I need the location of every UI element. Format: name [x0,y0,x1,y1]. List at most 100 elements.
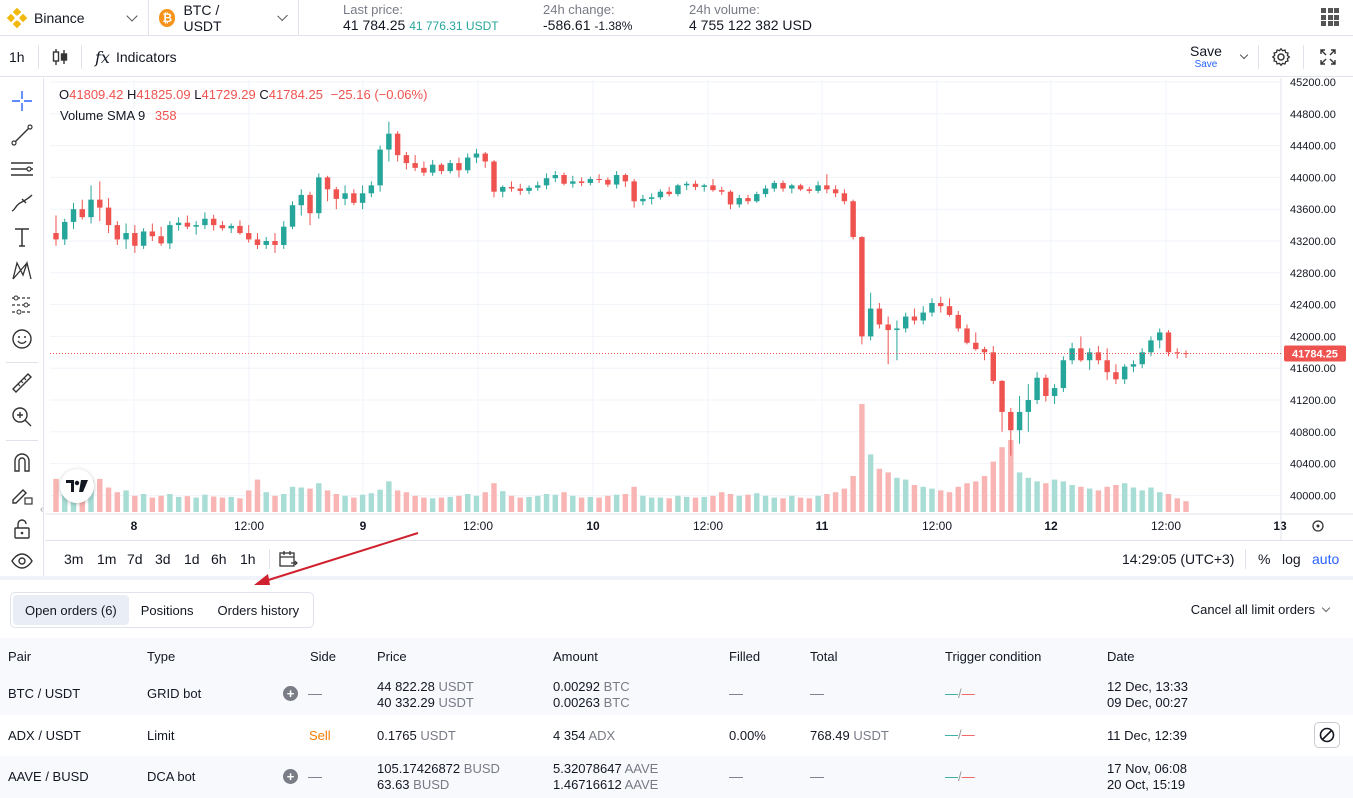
candle-body [754,194,760,202]
timeframe-1m[interactable]: 1m [97,551,117,567]
volume-bar [386,481,392,512]
save-menu-button[interactable] [1239,37,1249,77]
order-amount-1: 4 354 ADX [553,728,615,744]
volume-bar [210,496,217,512]
timeframe-3d[interactable]: 3d [155,551,171,567]
volume-bar [815,495,821,512]
candle-body [53,233,59,240]
volume-bar [1016,472,1023,512]
cancel-order-button[interactable] [1314,722,1340,748]
candle-body [508,186,515,189]
amount-value: 0.00292 [553,679,600,694]
table-row[interactable]: BTC / USDT GRID bot + — 44 822.28 USDT 4… [0,674,1353,715]
expand-plus-icon[interactable]: + [283,686,298,701]
save-button[interactable]: Save Save [1190,37,1222,77]
volume-bar [1174,498,1180,512]
prediction-tool[interactable] [9,292,35,318]
timeframe-1h[interactable]: 1h [240,551,256,567]
time-axis-label: 8 [131,519,138,533]
price-chart[interactable]: 45200.00 44800.00 44400.00 44000.00 43600.00… [45,78,1353,540]
crosshair-tool[interactable] [9,88,35,114]
cancel-all-limit-orders-button[interactable]: Cancel all limit orders [1191,602,1331,617]
orders-tabs: Open orders (6) Positions Orders history [10,592,315,628]
candle-body [1086,352,1093,361]
volume-bar [885,472,891,512]
pattern-tool[interactable] [9,258,35,284]
chart-type-button[interactable] [50,37,70,77]
candle-body [342,193,348,199]
tab-open-orders[interactable]: Open orders (6) [13,595,129,625]
hide-drawings-tool[interactable] [9,550,35,572]
tradingview-logo[interactable] [60,469,94,503]
date-range-icon[interactable] [278,549,298,569]
auto-scale-toggle[interactable]: auto [1312,551,1340,567]
brush-tool[interactable] [9,190,35,216]
order-price-2: 40 332.29 USDT [377,695,474,711]
settings-button[interactable] [1271,37,1291,77]
measure-tool[interactable] [9,370,35,396]
candle-body [228,225,234,229]
amount-value: 4 354 [553,728,586,743]
percent-scale-toggle[interactable]: % [1258,551,1271,567]
candle-body [386,133,392,150]
change-stat: 24h change: -586.61 -1.38% [543,2,632,35]
indicators-button[interactable]: 𝑓x Indicators [95,37,177,77]
stay-drawing-tool[interactable] [9,482,35,508]
open-key: O [59,87,70,102]
tab-positions[interactable]: Positions [140,602,194,618]
panel-divider[interactable] [0,576,1353,580]
col-total: Total [810,649,838,664]
exchange-selector[interactable]: Binance [0,0,149,36]
interval-button[interactable]: 1h [9,37,25,77]
expand-plus-icon[interactable]: + [283,769,298,784]
candle-body [683,183,690,186]
apps-grid-icon[interactable] [1321,8,1339,26]
function-icon: 𝑓x [95,47,110,67]
volume-bar [307,488,313,512]
volume-bar [158,495,164,512]
log-scale-toggle[interactable]: log [1282,551,1301,567]
timeframe-7d[interactable]: 7d [127,551,143,567]
volume-bar [999,447,1005,512]
candle-body [675,185,681,195]
horizontal-lines-tool[interactable] [9,156,35,182]
timeframe-6h[interactable]: 6h [211,551,227,567]
magnet-tool[interactable] [9,450,35,476]
candle-body [123,233,129,240]
candle-body [1157,332,1163,341]
candle-body [105,207,112,226]
fullscreen-button[interactable] [1319,37,1337,77]
gear-icon [1271,47,1291,67]
orders-header: Open orders (6) Positions Orders history… [0,580,1353,638]
order-date-2: 09 Dec, 00:27 [1107,695,1188,710]
candle-body [1043,377,1049,397]
total-value: 768.49 [810,728,850,743]
close-key: C [259,87,269,102]
collapse-toolbar-icon[interactable]: ‹ [40,504,44,515]
candle-body [648,197,655,199]
volume-bar [1121,483,1128,512]
table-row[interactable]: ADX / USDT Limit Sell 0.1765 USDT 4 354 … [0,715,1353,756]
low-value: 41729.29 [201,87,256,102]
timeframe-3m[interactable]: 3m [64,551,84,567]
candle-body [149,231,156,237]
trend-line-tool[interactable] [9,122,35,148]
candle-body [561,175,567,184]
candle-body [403,155,410,164]
volume-bar [832,492,839,512]
volume-bar [806,498,813,512]
text-tool[interactable] [9,224,35,250]
candle-body [526,187,532,191]
timeframe-1d[interactable]: 1d [184,551,200,567]
icon-tool[interactable] [9,326,35,352]
tab-orders-history[interactable]: Orders history [217,602,300,618]
volume-bar [719,492,725,512]
lock-drawings-tool[interactable] [9,516,35,542]
zoom-tool[interactable] [9,404,35,430]
volume-bar [1104,486,1110,512]
close-value: 41784.25 [268,87,323,102]
pair-selector[interactable]: ₿ BTC / USDT [149,0,299,36]
table-row[interactable]: AAVE / BUSD DCA bot + — 105.17426872 BUS… [0,756,1353,798]
volume-bar [1078,486,1084,512]
volume-bar [508,495,515,512]
